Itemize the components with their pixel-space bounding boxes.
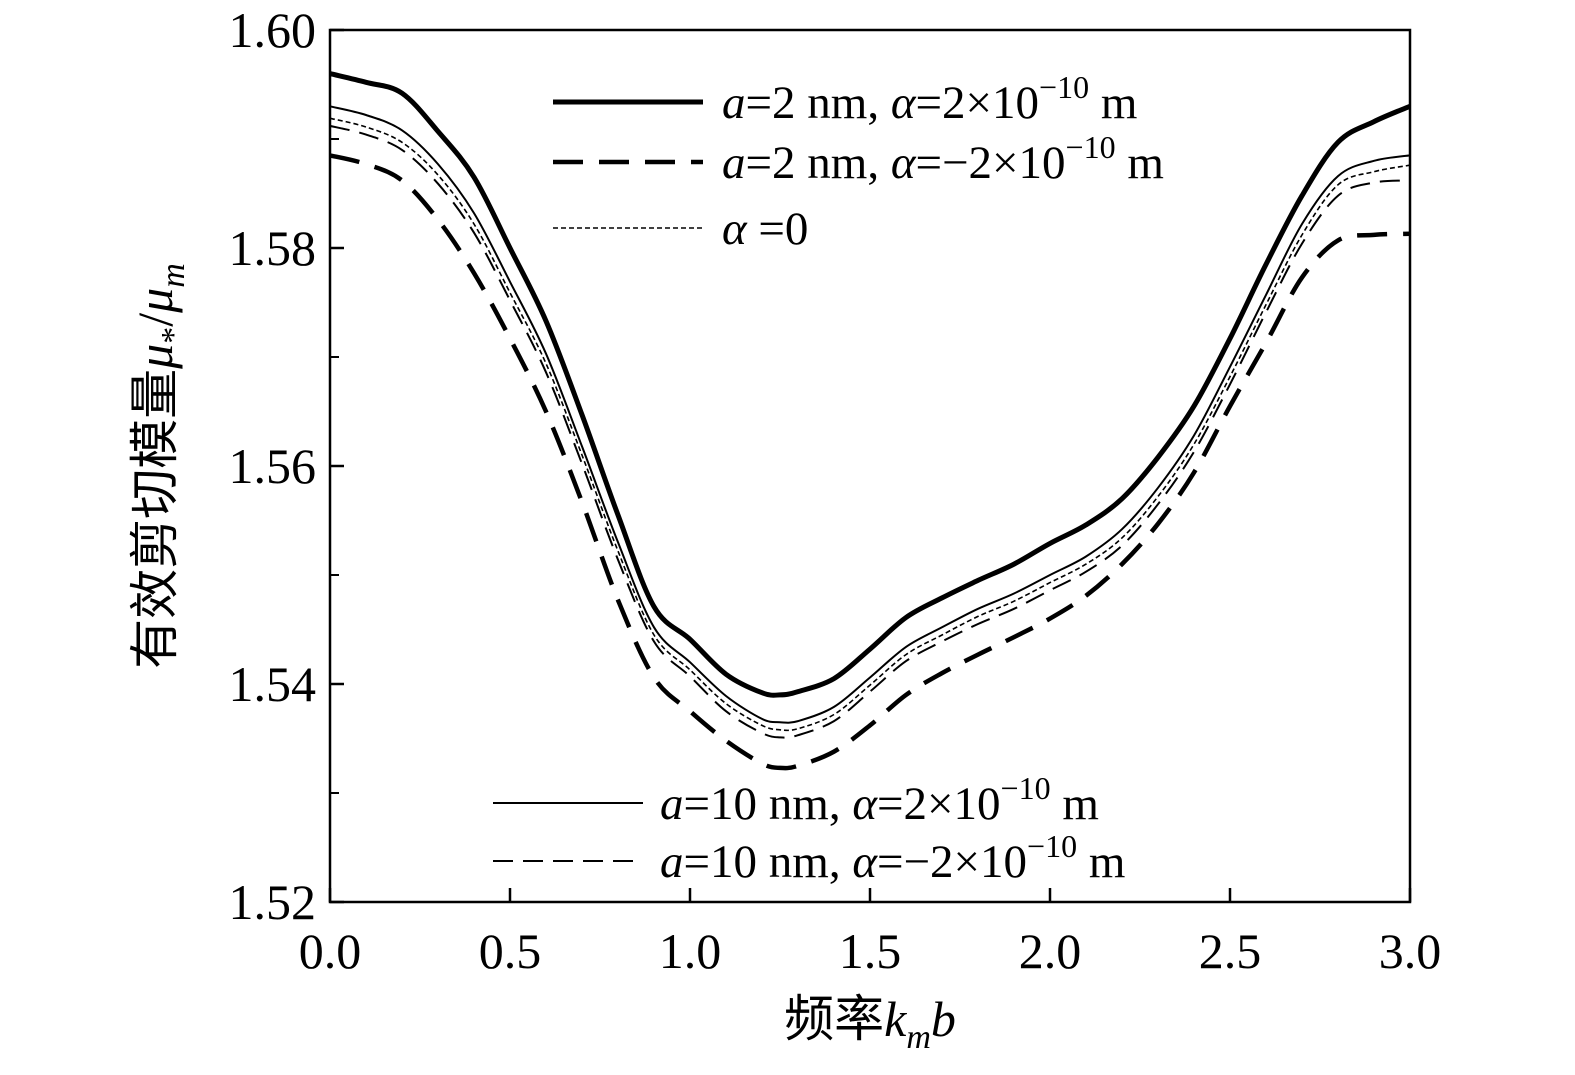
legend-label-a2-alpha-pos: a=2 nm, α=2×10−10 m: [722, 69, 1137, 129]
y-axis-title-star: *: [155, 327, 192, 344]
x-tick-label: 3.0: [1379, 923, 1442, 979]
legend-bottom: a=10 nm, α=2×10−10 m a=10 nm, α=−2×10−10…: [493, 770, 1125, 888]
legend-label-a10-alpha-neg: a=10 nm, α=−2×10−10 m: [660, 828, 1125, 888]
x-tick-label: 2.5: [1199, 923, 1262, 979]
series-line-4: [329, 105, 1411, 724]
y-axis-title-main: 有效剪切模量: [127, 369, 183, 669]
y-tick-label: 1.54: [229, 656, 317, 712]
series-line-3: [329, 117, 1411, 732]
y-axis-title-mu-star: μ: [127, 344, 183, 370]
x-axis: 0.0 0.5 1.0 1.5 2.0 2.5 3.0: [299, 888, 1442, 979]
x-axis-title-m: m: [906, 1019, 931, 1056]
x-axis-title: 频率kmb: [784, 991, 956, 1056]
series-layer: [329, 71, 1411, 771]
x-axis-title-main: 频率: [784, 991, 884, 1047]
x-tick-label: 0.5: [479, 923, 542, 979]
y-axis-title-m: m: [155, 263, 192, 288]
x-axis-title-k: k: [884, 991, 907, 1047]
legend-label-a2-alpha-neg: a=2 nm, α=−2×10−10 m: [722, 129, 1164, 189]
x-axis-title-b: b: [931, 991, 956, 1047]
y-axis-title-mu-m: μ: [127, 288, 183, 314]
y-tick-label: 1.56: [229, 438, 317, 494]
x-tick-label: 2.0: [1019, 923, 1082, 979]
legend-label-a10-alpha-pos: a=10 nm, α=2×10−10 m: [660, 770, 1099, 830]
y-axis-title-slash: /: [127, 313, 183, 327]
x-tick-label: 1.0: [659, 923, 722, 979]
series-line-2: [329, 153, 1411, 771]
series-line-1: [329, 71, 1411, 698]
legend-top: a=2 nm, α=2×10−10 m a=2 nm, α=−2×10−10 m…: [553, 69, 1164, 255]
y-tick-label: 1.58: [229, 220, 317, 276]
legend-label-alpha-zero: α =0: [722, 203, 808, 255]
series-line-5: [329, 124, 1411, 739]
y-axis-title: 有效剪切模量μ*/μm: [127, 263, 192, 669]
x-tick-label: 0.0: [299, 923, 362, 979]
y-tick-label: 1.60: [229, 2, 317, 58]
y-tick-label: 1.52: [229, 874, 317, 930]
x-tick-label: 1.5: [839, 923, 902, 979]
y-axis: 1.52 1.54 1.56 1.58 1.60: [229, 2, 344, 930]
